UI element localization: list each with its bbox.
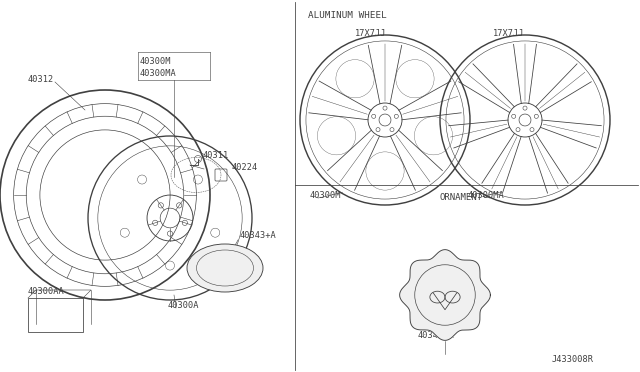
Text: 40224: 40224 [232,163,259,172]
Text: 40343+A: 40343+A [418,331,455,340]
Text: J433008R: J433008R [552,355,594,364]
Text: ORNAMENT: ORNAMENT [440,193,483,202]
Text: 40300MA: 40300MA [468,191,505,200]
Text: 40300A: 40300A [168,301,200,310]
Text: ALUMINUM WHEEL: ALUMINUM WHEEL [308,11,387,20]
Text: 40300M: 40300M [310,191,342,200]
Polygon shape [399,250,490,340]
Text: 40300M: 40300M [140,57,172,66]
Text: 40300MA: 40300MA [140,69,177,78]
Text: 40300AA: 40300AA [28,287,65,296]
Text: 40312: 40312 [28,75,54,84]
Ellipse shape [187,244,263,292]
Text: 17X7JJ: 17X7JJ [493,29,525,38]
Text: 40343+A: 40343+A [240,231,276,240]
Text: 17X7JJ: 17X7JJ [355,29,387,38]
Text: 40311: 40311 [203,151,229,160]
